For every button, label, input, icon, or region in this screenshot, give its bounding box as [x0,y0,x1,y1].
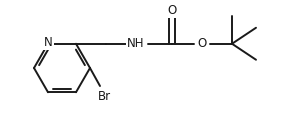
Text: Br: Br [97,90,110,103]
Text: NH: NH [127,37,145,50]
Text: O: O [167,4,177,17]
Text: O: O [197,37,207,50]
Text: N: N [44,36,52,49]
